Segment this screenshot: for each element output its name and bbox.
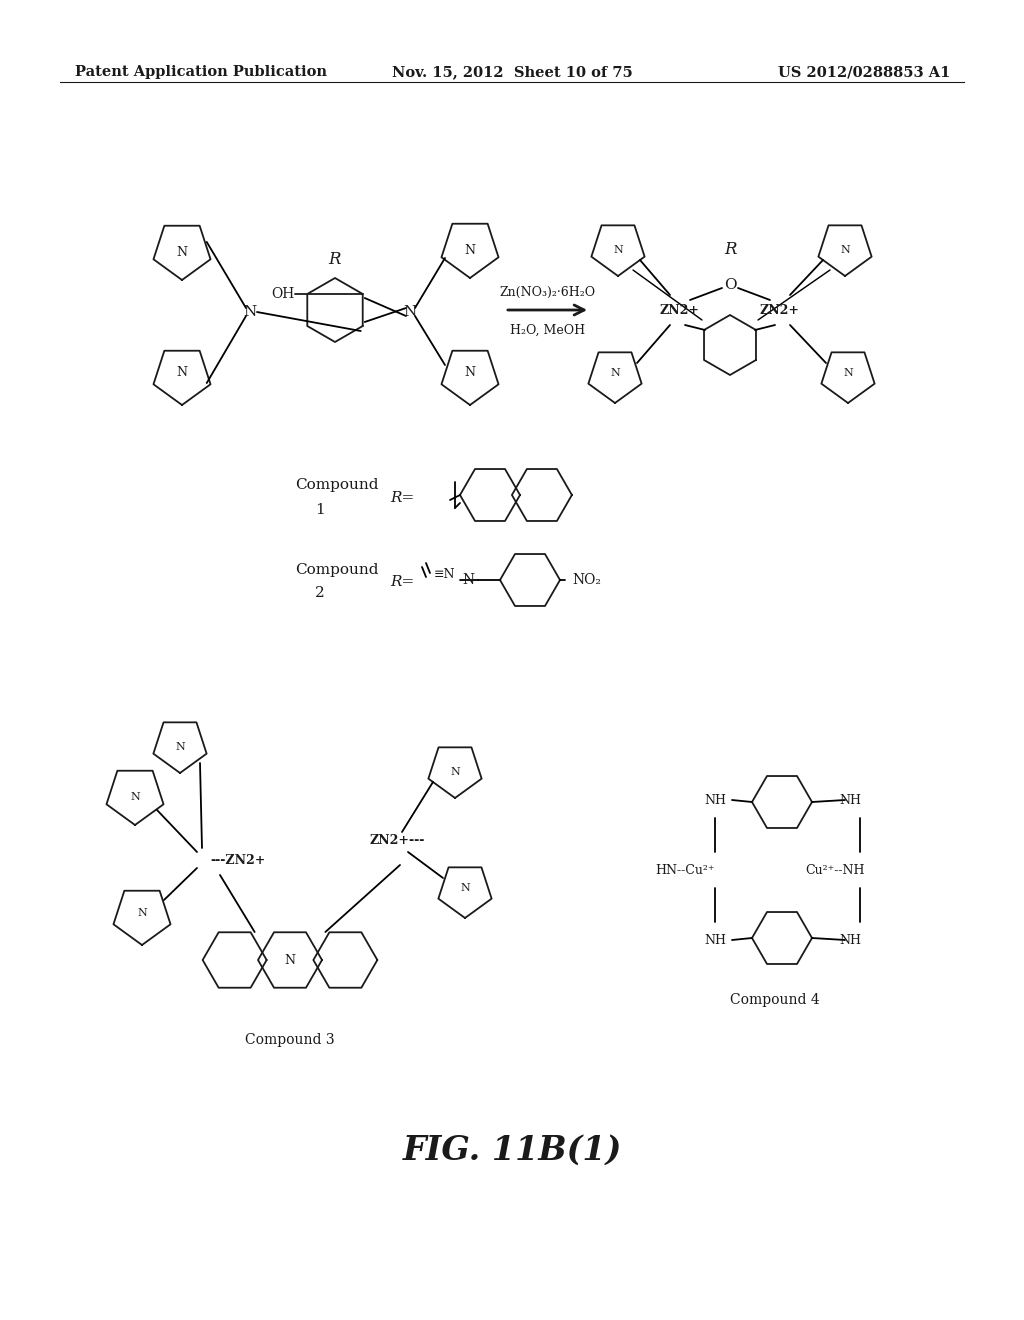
Text: N: N [137,908,146,917]
Text: N: N [244,305,257,319]
Text: R: R [724,242,736,259]
Text: N: N [175,742,185,752]
Text: O: O [724,279,736,292]
Text: Compound: Compound [295,478,379,492]
Text: HN--Cu²⁺: HN--Cu²⁺ [655,863,715,876]
Text: ZN2+---: ZN2+--- [370,833,425,846]
Text: 2: 2 [315,586,325,601]
Text: N: N [843,368,853,378]
Text: Cu²⁺--NH: Cu²⁺--NH [805,863,864,876]
Text: R=: R= [390,491,415,506]
Text: Compound 4: Compound 4 [730,993,820,1007]
Text: N: N [465,243,475,256]
Text: H₂O, MeOH: H₂O, MeOH [510,323,586,337]
Text: Compound: Compound [295,564,379,577]
Text: N: N [176,246,187,259]
Text: N: N [176,367,187,380]
Text: R=: R= [390,576,415,589]
Text: N: N [285,953,296,966]
Text: Zn(NO₃)₂·6H₂O: Zn(NO₃)₂·6H₂O [500,285,596,298]
Text: ≡N: ≡N [434,569,456,582]
Text: ZN2+: ZN2+ [660,304,700,317]
Text: Nov. 15, 2012  Sheet 10 of 75: Nov. 15, 2012 Sheet 10 of 75 [391,65,633,79]
Text: 1: 1 [315,503,325,517]
Text: N: N [465,367,475,380]
Text: N: N [451,767,460,777]
Text: N: N [403,305,417,319]
Text: US 2012/0288853 A1: US 2012/0288853 A1 [777,65,950,79]
Text: N: N [462,573,474,587]
Text: NO₂: NO₂ [572,573,601,587]
Text: Patent Application Publication: Patent Application Publication [75,65,327,79]
Text: N: N [130,792,140,803]
Text: NH: NH [705,793,726,807]
Text: NH: NH [705,933,726,946]
Text: N: N [460,883,470,894]
Text: Compound 3: Compound 3 [245,1034,335,1047]
Text: R: R [329,252,341,268]
Text: NH: NH [839,793,861,807]
Text: N: N [610,368,620,378]
Text: NH: NH [839,933,861,946]
Text: N: N [840,246,850,255]
Text: ZN2+: ZN2+ [760,304,800,317]
Text: N: N [613,246,623,255]
Text: ---ZN2+: ---ZN2+ [210,854,265,866]
Text: OH: OH [271,286,295,301]
Text: FIG. 11B(1): FIG. 11B(1) [402,1134,622,1167]
